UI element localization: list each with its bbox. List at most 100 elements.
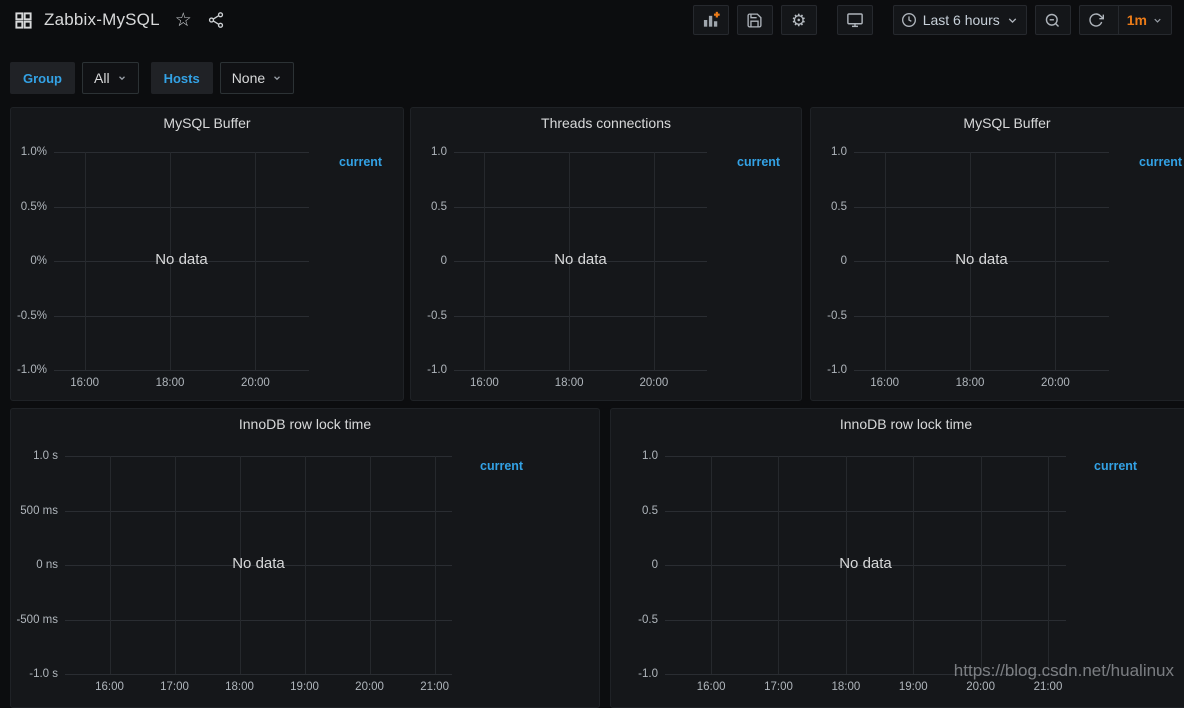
no-data-text: No data xyxy=(554,250,607,268)
y-axis: 1.0 0.5 0 -0.5 -1.0 xyxy=(619,450,665,680)
graph-area[interactable]: 16:00 18:00 20:00 No data xyxy=(54,152,309,389)
graph-area[interactable]: 16:00 18:00 20:00 No data xyxy=(454,152,707,389)
refresh-interval-label: 1m xyxy=(1126,12,1147,28)
y-axis-tick: -500 ms xyxy=(16,613,58,626)
panel-title[interactable]: MySQL Buffer xyxy=(163,115,251,131)
gridline-vertical xyxy=(653,152,655,370)
gridline-vertical xyxy=(980,456,982,674)
y-axis-tick: -1.0 xyxy=(427,364,447,376)
panel: InnoDB row lock time 1.0 s 500 ms 0 ns -500 … xyxy=(10,408,600,708)
variable-value-hosts-dropdown[interactable]: None xyxy=(219,62,295,94)
x-axis-tick: 19:00 xyxy=(290,681,319,693)
legend: current xyxy=(452,456,591,674)
share-icon[interactable] xyxy=(207,11,225,29)
y-axis-tick: -1.0% xyxy=(16,364,47,376)
x-axis-tick: 20:00 xyxy=(355,681,384,693)
gridline-horizontal xyxy=(65,619,452,621)
legend-header-current[interactable]: current xyxy=(480,459,524,473)
y-axis-tick: 0.5% xyxy=(20,200,47,213)
zoom-out-time-button[interactable] xyxy=(1034,5,1071,35)
gridline-horizontal xyxy=(54,315,309,317)
panel-title[interactable]: MySQL Buffer xyxy=(963,115,1051,131)
refresh-button[interactable] xyxy=(1080,6,1112,34)
dashboard-settings-button[interactable]: ⚙ xyxy=(780,5,817,35)
gridline-horizontal xyxy=(665,565,1066,566)
gridline-horizontal xyxy=(665,674,1066,675)
no-data-text: No data xyxy=(955,250,1008,268)
gridline-vertical xyxy=(109,456,111,674)
panel-title[interactable]: Threads connections xyxy=(541,115,671,131)
y-axis-tick: 0 xyxy=(651,559,658,571)
top-navbar: Zabbix-MySQL ☆ xyxy=(0,0,1184,40)
variable-hosts: Hosts None xyxy=(150,62,295,94)
variable-value-label: All xyxy=(94,70,110,86)
legend: current xyxy=(1109,152,1184,370)
graph-area[interactable]: 16:00 17:00 18:00 19:00 20:00 21:00 No data xyxy=(65,456,452,693)
gridline-vertical xyxy=(970,152,972,370)
x-axis-tick: 17:00 xyxy=(160,681,189,693)
y-axis-tick: -1.0 xyxy=(827,364,847,376)
chart-area: 1.0 0.5 0 -0.5 -1.0 16:00 18:00 20:00 No data cur… xyxy=(419,146,793,389)
x-axis-tick: 16:00 xyxy=(696,681,726,693)
y-axis: 1.0% 0.5% 0% -0.5% -1.0% xyxy=(16,146,54,376)
time-range-picker[interactable]: Last 6 hours xyxy=(892,5,1027,35)
save-dashboard-button[interactable] xyxy=(736,5,773,35)
chevron-down-icon xyxy=(272,70,282,86)
gridline-horizontal xyxy=(854,152,1109,153)
add-panel-button[interactable] xyxy=(692,5,729,35)
chart-area: 1.0% 0.5% 0% -0.5% -1.0% 16:00 18:00 20:00 No da… xyxy=(16,146,395,389)
panel-title[interactable]: InnoDB row lock time xyxy=(238,416,372,432)
x-axis-tick: 20:00 xyxy=(966,681,995,693)
cycle-view-mode-button[interactable] xyxy=(836,5,873,35)
y-axis-tick: 0 xyxy=(440,255,447,267)
gridline-vertical xyxy=(239,456,241,674)
gridline-horizontal xyxy=(65,674,452,675)
legend: current xyxy=(707,152,793,370)
gridline-horizontal xyxy=(454,261,707,262)
legend: current xyxy=(1066,456,1184,674)
panel: MySQL Buffer 1.0% 0.5% 0% -0.5% -1.0% 16:00 18:… xyxy=(10,107,404,401)
y-axis-tick: -1.0 xyxy=(638,668,658,680)
graph-area[interactable]: 16:00 17:00 18:00 19:00 20:00 21:00 No data xyxy=(665,456,1066,693)
favorite-star-icon[interactable]: ☆ xyxy=(174,9,192,31)
refresh-interval-picker[interactable]: 1m xyxy=(1117,6,1171,34)
graph-area[interactable]: 16:00 18:00 20:00 No data xyxy=(854,152,1109,389)
chevron-down-icon xyxy=(1152,15,1163,26)
no-data-text: No data xyxy=(232,554,285,572)
gridline-horizontal xyxy=(454,370,707,371)
dashboard-title[interactable]: Zabbix-MySQL xyxy=(44,10,160,29)
variable-label-group[interactable]: Group xyxy=(10,62,75,94)
gridline-horizontal xyxy=(54,152,309,153)
x-axis-tick: 20:00 xyxy=(639,377,669,389)
gridline-vertical xyxy=(913,456,915,674)
x-axis-tick: 20:00 xyxy=(241,377,270,389)
no-data-text: No data xyxy=(839,554,892,572)
y-axis-tick: -0.5 xyxy=(827,309,847,322)
gridline-horizontal xyxy=(854,261,1109,262)
refresh-controls: 1m xyxy=(1078,5,1172,35)
dashboards-grid-icon[interactable] xyxy=(14,11,33,30)
legend-header-current[interactable]: current xyxy=(1094,459,1138,473)
chart-area: 1.0 0.5 0 -0.5 -1.0 16:00 18:00 20:00 No data cur… xyxy=(819,146,1184,389)
y-axis-tick: -0.5 xyxy=(427,309,447,322)
legend-header-current[interactable]: current xyxy=(737,155,781,169)
variable-label-hosts[interactable]: Hosts xyxy=(150,62,213,94)
chevron-down-icon xyxy=(117,70,127,86)
gridline-horizontal xyxy=(854,370,1109,371)
x-axis-tick: 18:00 xyxy=(955,377,985,389)
gridline-vertical xyxy=(304,456,306,674)
panel-title[interactable]: InnoDB row lock time xyxy=(839,416,973,432)
gridline-vertical xyxy=(1055,152,1057,370)
variable-value-group-dropdown[interactable]: All xyxy=(82,62,139,94)
x-axis-tick: 21:00 xyxy=(420,681,449,693)
gridline-horizontal xyxy=(65,565,452,566)
panel: MySQL Buffer 1.0 0.5 0 -0.5 -1.0 16:00 18:00 20:… xyxy=(810,107,1184,401)
y-axis-tick: -1.0 s xyxy=(29,668,58,680)
legend-header-current[interactable]: current xyxy=(1139,155,1183,169)
legend-header-current[interactable]: current xyxy=(339,155,383,169)
refresh-icon xyxy=(1088,12,1104,28)
y-axis-tick: 1.0 xyxy=(642,450,658,462)
x-axis-tick: 18:00 xyxy=(225,681,254,693)
y-axis-tick: -0.5% xyxy=(16,309,47,322)
